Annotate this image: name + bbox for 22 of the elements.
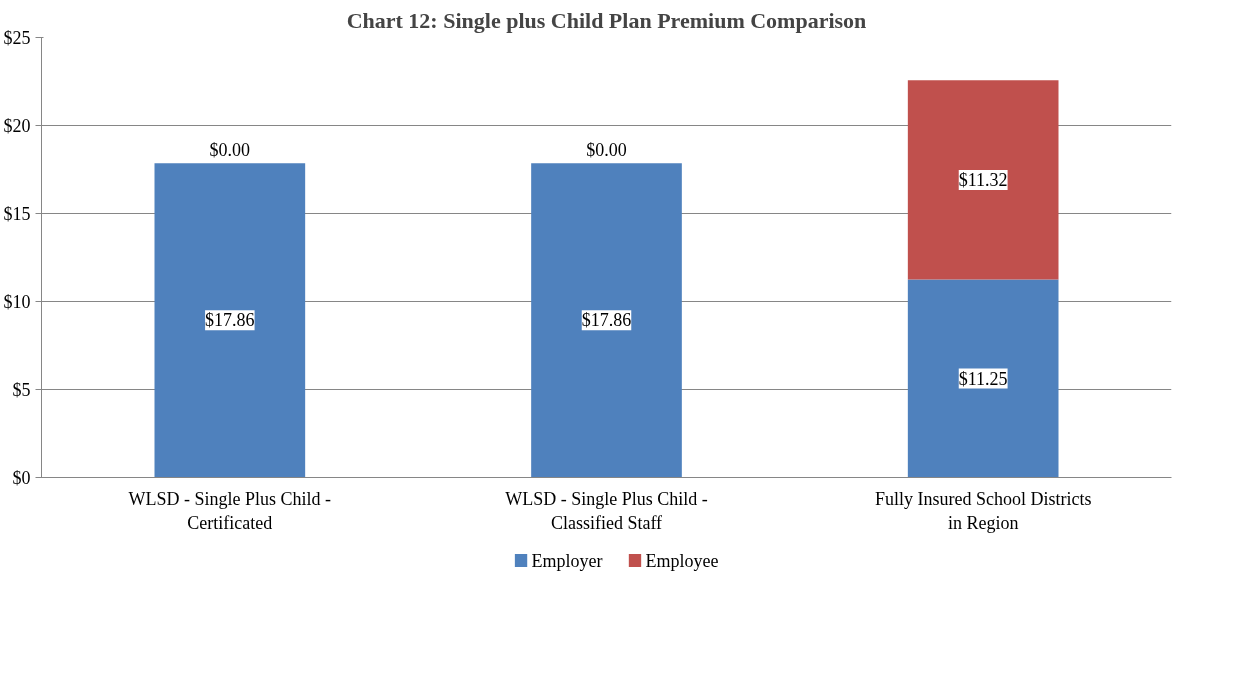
data-label: $17.86 <box>581 310 632 331</box>
x-tick-label: WLSD - Single Plus Child - Classified Staff <box>505 488 708 533</box>
bar <box>531 163 682 478</box>
y-tick-label: $0 <box>12 467 31 488</box>
x-tick-label: WLSD - Single Plus Child - Certificated <box>128 488 332 533</box>
data-label: $0.00 <box>586 140 627 161</box>
y-tick-label: $10 <box>3 291 31 312</box>
bar <box>907 80 1059 280</box>
y-tick-label: $15 <box>3 203 31 224</box>
chart-title: Chart 12: Single plus Child Plan Premium Comparison <box>346 7 867 33</box>
y-tick-label: $25 <box>3 27 31 48</box>
legend-label: Employer <box>531 550 603 571</box>
bar <box>154 163 306 478</box>
data-label: $11.25 <box>958 368 1008 389</box>
y-tick-label: $20 <box>3 115 31 136</box>
legend-label: Employee <box>645 550 719 571</box>
y-tick-label: $5 <box>12 379 31 400</box>
data-label: $17.86 <box>205 310 255 331</box>
data-label: $0.00 <box>209 140 251 161</box>
x-tick-label: Fully Insured School Districts in Region <box>874 488 1092 533</box>
data-label: $11.32 <box>958 169 1008 190</box>
bar <box>907 279 1059 478</box>
